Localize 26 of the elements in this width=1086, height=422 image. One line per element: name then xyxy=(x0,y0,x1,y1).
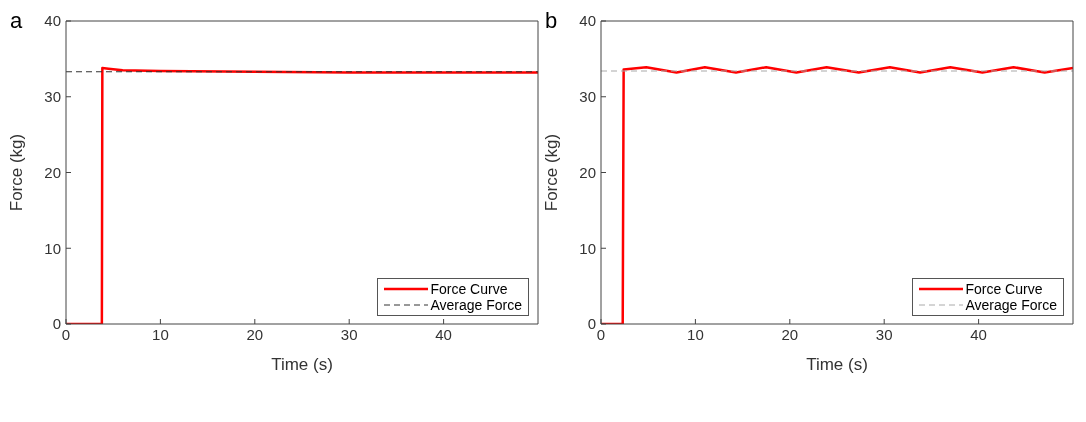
y-tick-label: 20 xyxy=(44,163,61,181)
y-tick-label: 40 xyxy=(44,12,61,30)
legend-label: Force Curve xyxy=(430,281,508,297)
x-axis-title: Time (s) xyxy=(806,355,868,374)
chart-title: a xyxy=(10,8,23,34)
y-tick-label: 30 xyxy=(44,88,61,106)
y-axis-title: Force (kg) xyxy=(542,133,562,212)
x-tick-label: 30 xyxy=(875,325,893,343)
x-axis-title: Time (s) xyxy=(271,355,333,374)
legend-label: Average Force xyxy=(430,297,522,313)
y-tick-label: 40 xyxy=(579,12,596,30)
x-tick-label: 30 xyxy=(340,325,358,343)
y-axis-title: Force (kg) xyxy=(7,133,27,212)
y-tick-label: 20 xyxy=(579,163,596,181)
x-tick-label: 40 xyxy=(435,325,452,343)
y-tick-label: 10 xyxy=(579,239,596,257)
legend-label: Average Force xyxy=(965,297,1057,313)
x-tick-label: 10 xyxy=(152,325,169,343)
x-tick-label: 20 xyxy=(781,325,799,343)
x-tick-label: 10 xyxy=(687,325,704,343)
y-tick-label: 10 xyxy=(44,239,61,257)
legend-label: Force Curve xyxy=(965,281,1043,297)
chart-title: b xyxy=(545,8,558,34)
y-tick-label: 30 xyxy=(579,88,596,106)
x-tick-label: 20 xyxy=(246,325,264,343)
x-tick-label: 40 xyxy=(970,325,987,343)
